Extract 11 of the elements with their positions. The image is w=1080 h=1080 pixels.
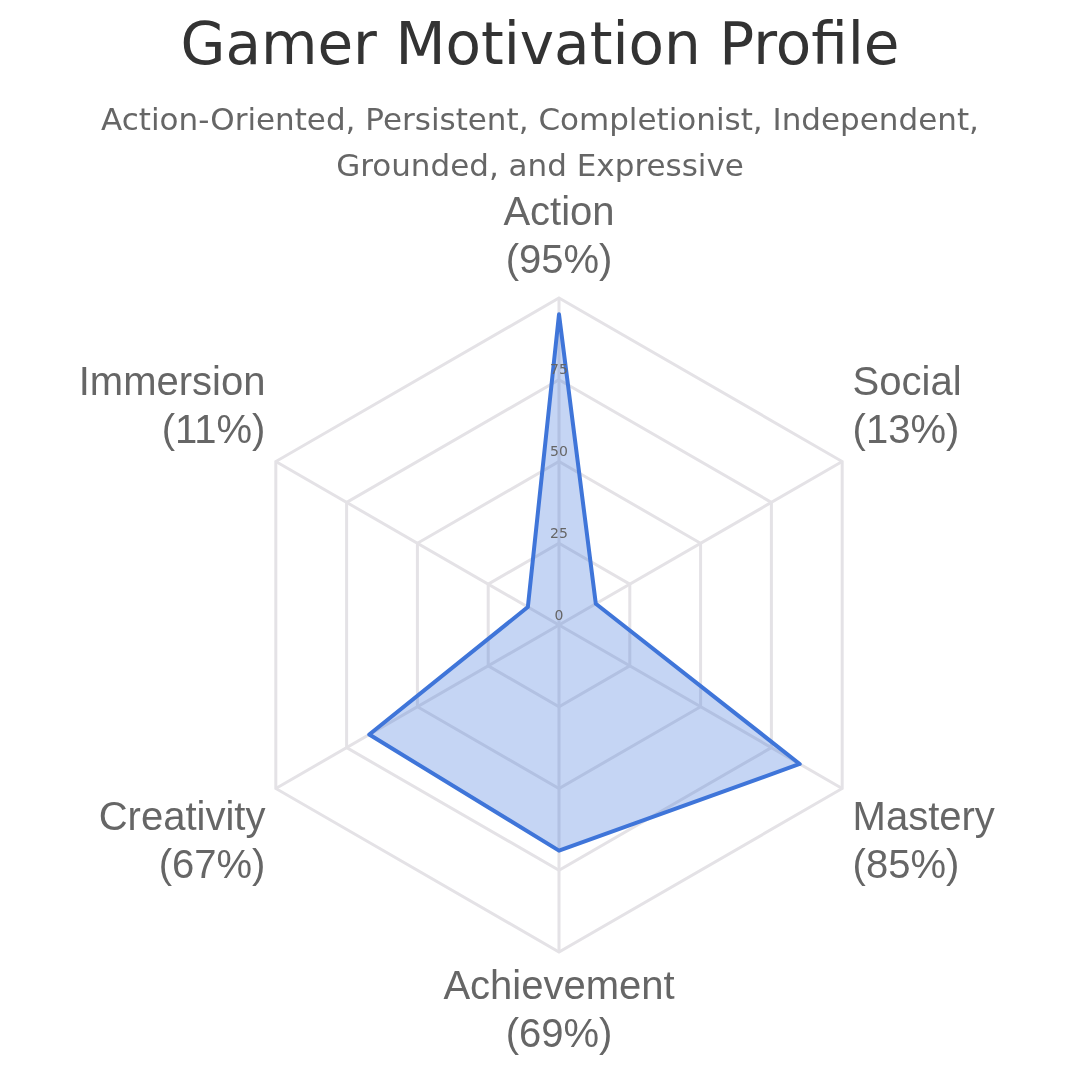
spoke-label: Social (13%) — [852, 358, 962, 451]
spoke-label: Achievement (69%) — [443, 963, 675, 1056]
chart-title: Gamer Motivation Profile — [179, 10, 901, 78]
y-tick-label: 0 — [554, 606, 564, 623]
spoke-label: Immersion (11%) — [78, 358, 266, 451]
spoke-label: Mastery (85%) — [852, 793, 995, 886]
y-tick-label: 50 — [550, 443, 568, 460]
spoke-label: Creativity (67%) — [98, 793, 266, 886]
y-tick-label: 25 — [550, 524, 568, 541]
chart-subtitle: Action-Oriented, Persistent, Completionist, Independent, Grounded, and Expressive — [100, 100, 980, 185]
spoke-label: Action (95%) — [503, 189, 615, 282]
